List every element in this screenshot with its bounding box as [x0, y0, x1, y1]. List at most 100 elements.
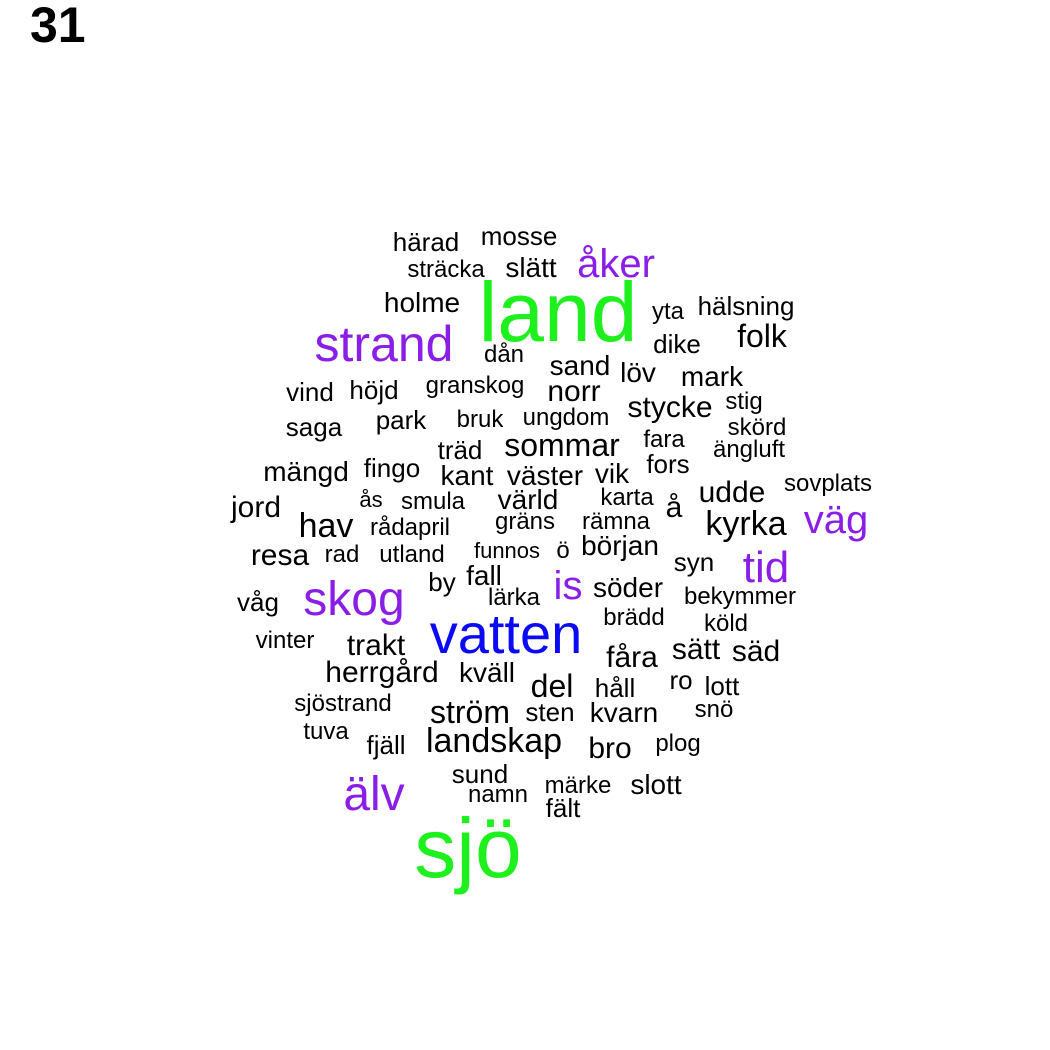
word-mark: mark — [680, 361, 744, 392]
word-o: ö — [556, 537, 570, 564]
word-radapril: rådapril — [369, 514, 451, 541]
word-aker: åker — [577, 242, 655, 286]
word-stracka: sträcka — [407, 256, 485, 283]
word-bradd: brädd — [603, 604, 665, 631]
word-alv: älv — [343, 768, 405, 821]
word-sten: sten — [525, 697, 575, 727]
word-vatten: vatten — [429, 602, 583, 665]
word-lov: löv — [620, 357, 656, 388]
word-park: park — [375, 405, 427, 435]
word-sand: sand — [549, 350, 611, 381]
word-harad: härad — [392, 227, 460, 257]
word-larka: lärka — [487, 584, 541, 611]
word-is: is — [553, 564, 583, 608]
word-marke: märke — [544, 772, 612, 799]
word-fara: fåra — [606, 641, 658, 674]
word-sno: snö — [694, 696, 734, 723]
word-funnos: funnos — [473, 538, 541, 563]
word-ro: ro — [669, 665, 693, 695]
word-fors: fors — [646, 449, 690, 479]
word-namn: namn — [467, 781, 529, 808]
word-hojd: höjd — [349, 375, 399, 405]
word-kyrka: kyrka — [705, 505, 787, 543]
word-dan: dån — [483, 341, 525, 368]
word-slatt: slätt — [505, 252, 557, 283]
word-norr: norr — [547, 375, 601, 408]
word-skord: skörd — [727, 414, 787, 441]
word-kvarn: kvarn — [589, 697, 659, 728]
word-vik: vik — [594, 458, 630, 489]
word-bro: bro — [588, 732, 632, 765]
word-rad: rad — [324, 541, 360, 568]
word-soder: söder — [592, 572, 664, 603]
word-syn: syn — [673, 547, 715, 577]
word-mosse: mosse — [480, 221, 558, 251]
word-as: ås — [359, 487, 383, 512]
word-fall: fall — [466, 560, 502, 591]
word-sjostrand: sjöstrand — [294, 690, 392, 717]
word-kvall: kväll — [458, 657, 516, 688]
word-satt: sätt — [671, 633, 721, 666]
word-sund: sund — [451, 759, 509, 789]
word-granskog: granskog — [425, 372, 525, 399]
panel-number: 31 — [30, 0, 86, 53]
word-sad: säd — [731, 635, 781, 668]
word-plog: plog — [655, 730, 701, 757]
word-falt: fält — [545, 793, 581, 823]
word-resa: resa — [250, 539, 310, 572]
word-ramna: rämna — [581, 508, 651, 535]
word-kold: köld — [703, 610, 749, 637]
word-fingo: fingo — [363, 453, 421, 483]
word-vag: våg — [237, 587, 279, 617]
word-hav: hav — [298, 507, 354, 545]
word-bekymmer: bekymmer — [683, 583, 797, 610]
word-fjall: fjäll — [366, 730, 406, 760]
word-dike: dike — [653, 329, 701, 359]
word-tuva: tuva — [303, 718, 349, 745]
word-kant: kant — [440, 460, 494, 491]
word-strom: ström — [430, 694, 510, 730]
word-ungdom: ungdom — [522, 404, 610, 431]
word-sommar: sommar — [504, 427, 620, 463]
word-fara: fara — [643, 426, 685, 453]
word-saga: saga — [285, 412, 343, 442]
word-utland: utland — [379, 541, 445, 568]
word-vaster: väster — [506, 460, 584, 491]
word-halsning: hälsning — [697, 291, 795, 321]
word-vind: vind — [286, 377, 334, 407]
word-angluft: ängluft — [712, 436, 786, 463]
word-tid: tid — [742, 543, 790, 592]
word-varld: värld — [497, 484, 559, 515]
word-slott: slott — [630, 769, 682, 800]
word-bruk: bruk — [456, 406, 504, 433]
word-hall: håll — [594, 673, 636, 703]
word-smula: smula — [400, 488, 466, 515]
word-grans: gräns — [494, 508, 556, 535]
word-vinter: vinter — [255, 627, 315, 654]
word-holme: holme — [383, 287, 461, 318]
word-mangd: mängd — [263, 456, 349, 487]
word-sjo: sjö — [414, 801, 522, 895]
word-trad: träd — [437, 435, 483, 465]
word-skog: skog — [303, 573, 405, 626]
word-borjan: början — [581, 530, 659, 561]
word-yta: yta — [651, 298, 685, 325]
word-landskap: landskap — [425, 722, 563, 760]
word-karta: karta — [600, 484, 654, 511]
word-vag: väg — [803, 498, 869, 542]
word-herrgard: herrgård — [325, 656, 439, 689]
word-sovplats: sovplats — [783, 470, 873, 497]
word-by: by — [428, 567, 456, 597]
word-trakt: trakt — [346, 629, 406, 662]
word-a: å — [665, 491, 683, 524]
word-strand: strand — [314, 316, 454, 372]
word-stycke: stycke — [627, 391, 713, 424]
word-lott: lott — [704, 671, 740, 701]
word-jord: jord — [230, 491, 282, 524]
word-del: del — [530, 668, 574, 704]
word-land: land — [478, 265, 638, 359]
word-stig: stig — [725, 388, 763, 415]
word-udde: udde — [698, 476, 766, 509]
word-folk: folk — [737, 318, 787, 354]
